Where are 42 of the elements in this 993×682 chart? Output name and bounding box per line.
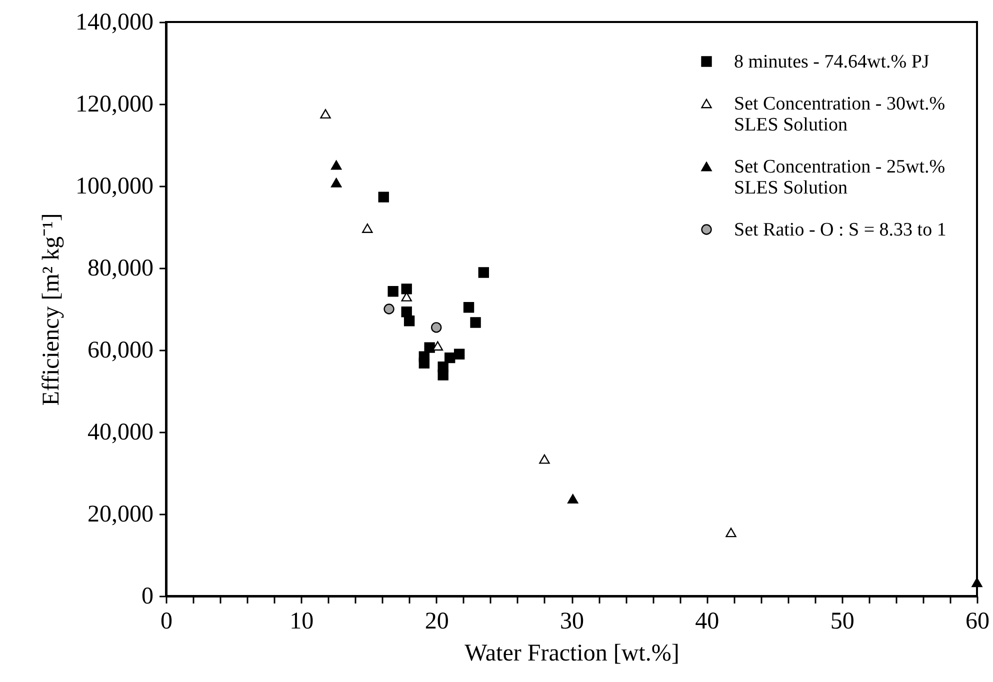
point	[454, 348, 465, 360]
point	[539, 454, 550, 464]
point	[478, 267, 489, 278]
point	[388, 286, 398, 297]
point	[430, 322, 442, 333]
point	[463, 302, 474, 313]
point	[972, 578, 982, 588]
legend-label: Set Concentration - 25wt.% SLES Solution	[734, 156, 946, 198]
point	[424, 342, 435, 353]
point	[330, 178, 342, 188]
y-tick-label: 0	[142, 584, 154, 610]
point	[418, 358, 430, 368]
x-tick-label: 10	[290, 608, 314, 634]
point	[362, 224, 373, 233]
x-tick-label: 20	[424, 608, 449, 634]
point	[401, 284, 412, 294]
x-tick-label: 0	[160, 608, 172, 634]
y-tick-label: 140,000	[76, 10, 154, 36]
x-tick-label: 30	[560, 608, 584, 634]
y-tick-label: 60,000	[88, 338, 154, 364]
y-axis-title: Efficiency [m² kg⁻¹]	[38, 213, 64, 406]
x-tick-label: 40	[695, 608, 720, 634]
y-tick-label: 40,000	[88, 420, 154, 446]
legend-label: Set Ratio - O : S = 8.33 to 1	[734, 220, 946, 240]
point	[320, 109, 331, 119]
y-tick-label: 120,000	[76, 92, 154, 118]
point	[404, 316, 415, 326]
point	[470, 317, 481, 328]
y-tick-label: 100,000	[76, 174, 154, 200]
y-tick-label: 20,000	[88, 502, 154, 528]
point	[726, 528, 736, 538]
legend-label: Set Concentration - 30wt.% SLES Solution	[734, 94, 946, 136]
legend-label: 8 minutes - 74.64wt.% PJ	[734, 52, 930, 72]
x-tick-label: 50	[830, 608, 854, 634]
x-axis-title: Water Fraction [wt.%]	[464, 640, 680, 666]
y-tick-label: 80,000	[88, 256, 154, 282]
point	[378, 192, 389, 202]
x-tick-label: 60	[966, 608, 990, 634]
point	[438, 370, 448, 380]
point	[568, 494, 578, 504]
point	[384, 304, 394, 314]
point	[330, 160, 342, 170]
